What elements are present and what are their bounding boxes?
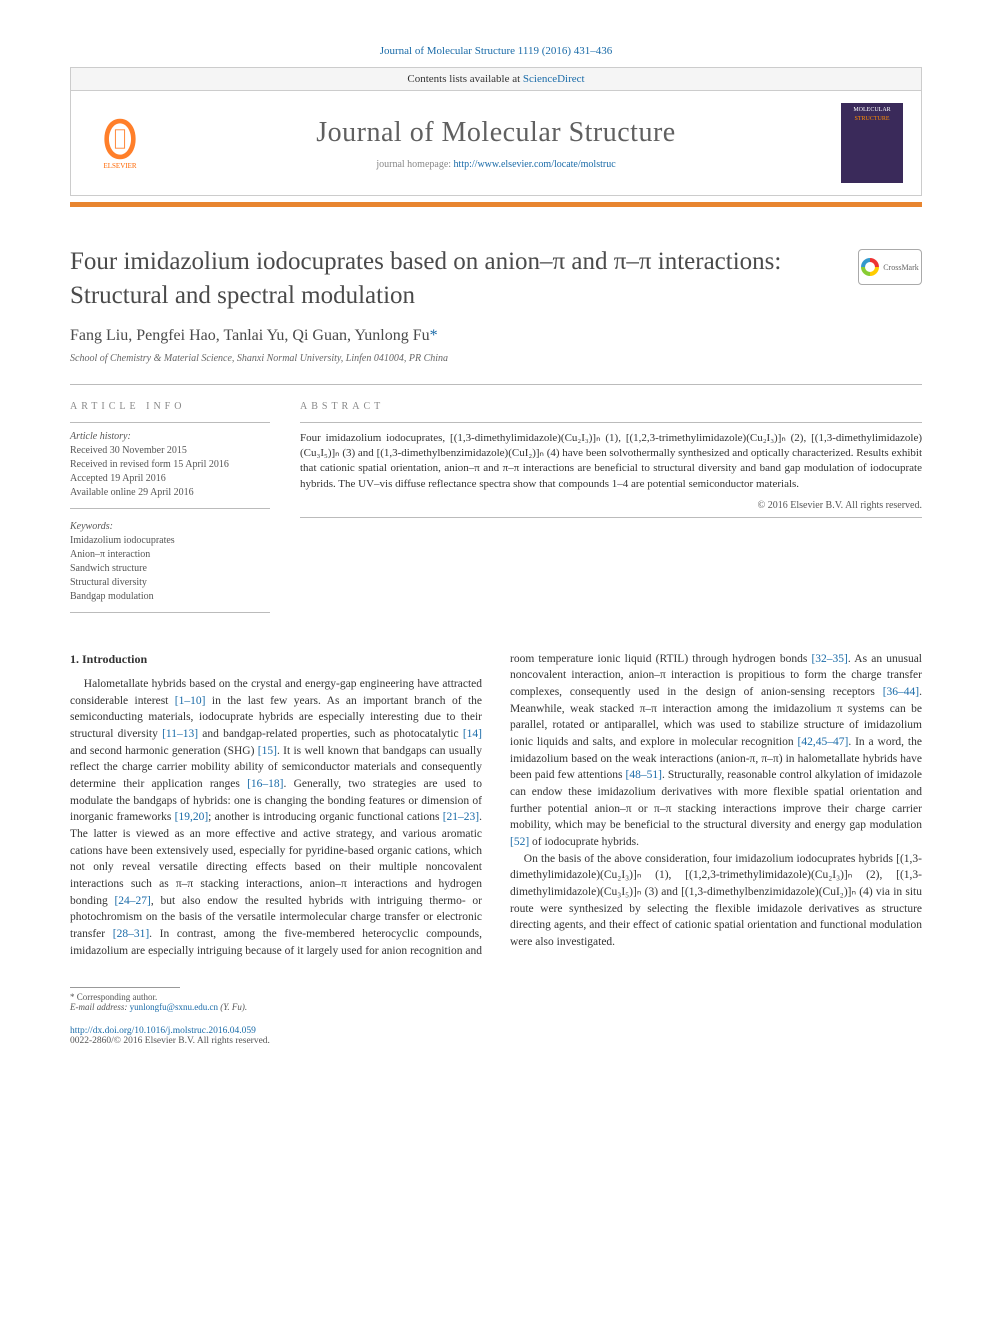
section-1-heading: 1. Introduction — [70, 651, 482, 668]
citation-line: Journal of Molecular Structure 1119 (201… — [70, 45, 922, 57]
ref-14[interactable]: [52] — [510, 836, 529, 848]
contents-label: Contents lists available at — [407, 73, 522, 85]
keyword-0: Imidazolium iodocuprates — [70, 534, 270, 548]
abstract-block: ABSTRACT Four imidazolium iodocuprates, … — [300, 401, 922, 621]
ref-6[interactable]: [19,20] — [175, 811, 209, 823]
abstract-text: Four imidazolium iodocuprates, [(1,3-dim… — [300, 431, 922, 493]
history-label: Article history: — [70, 431, 270, 442]
article-info-heading: ARTICLE INFO — [70, 401, 270, 412]
info-rule-2 — [70, 508, 270, 509]
divider-rule — [70, 384, 922, 385]
journal-homepage: journal homepage: http://www.elsevier.co… — [151, 159, 841, 170]
homepage-label: journal homepage: — [376, 159, 453, 170]
abstract-heading: ABSTRACT — [300, 401, 922, 412]
journal-header: Contents lists available at ScienceDirec… — [70, 67, 922, 196]
history-online: Available online 29 April 2016 — [70, 486, 270, 500]
email-tail: (Y. Fu). — [218, 1002, 247, 1012]
body-columns: 1. Introduction Halometallate hybrids ba… — [70, 651, 922, 960]
issn-copyright: 0022-2860/© 2016 Elsevier B.V. All right… — [70, 1036, 922, 1046]
cover-text-2: STRUCTURE — [854, 116, 889, 123]
journal-title: Journal of Molecular Structure — [151, 117, 841, 149]
email-label: E-mail address: — [70, 1002, 130, 1012]
keyword-2: Sandwich structure — [70, 562, 270, 576]
ref-4[interactable]: [15] — [258, 745, 277, 757]
article-info-block: ARTICLE INFO Article history: Received 3… — [70, 401, 270, 621]
elsevier-label: ELSEVIER — [103, 162, 136, 170]
info-rule-3 — [70, 612, 270, 613]
ref-11[interactable]: [36–44] — [883, 686, 919, 698]
email-line: E-mail address: yunlongfu@sxnu.edu.cn (Y… — [70, 1002, 922, 1012]
crossmark-label: CrossMark — [883, 263, 919, 272]
ref-3[interactable]: [14] — [463, 728, 482, 740]
ref-5[interactable]: [16–18] — [247, 778, 283, 790]
keyword-4: Bandgap modulation — [70, 590, 270, 604]
affiliation: School of Chemistry & Material Science, … — [70, 353, 922, 364]
homepage-link[interactable]: http://www.elsevier.com/locate/molstruc — [454, 159, 616, 170]
crossmark-badge[interactable]: CrossMark — [858, 249, 922, 285]
ref-10[interactable]: [32–35] — [811, 653, 847, 665]
keyword-3: Structural diversity — [70, 576, 270, 590]
info-rule-1 — [70, 422, 270, 423]
history-accepted: Accepted 19 April 2016 — [70, 472, 270, 486]
footer-block: * Corresponding author. E-mail address: … — [70, 987, 922, 1046]
author-list: Fang Liu, Pengfei Hao, Tanlai Yu, Qi Gua… — [70, 327, 922, 345]
email-link[interactable]: yunlongfu@sxnu.edu.cn — [130, 1002, 218, 1012]
authors-names: Fang Liu, Pengfei Hao, Tanlai Yu, Qi Gua… — [70, 327, 430, 344]
history-revised: Received in revised form 15 April 2016 — [70, 458, 270, 472]
ref-2[interactable]: [11–13] — [162, 728, 198, 740]
body-para-2: On the basis of the above consideration,… — [510, 851, 922, 951]
ref-9[interactable]: [28–31] — [113, 928, 149, 940]
keyword-1: Anion–π interaction — [70, 548, 270, 562]
keywords-label: Keywords: — [70, 521, 270, 532]
cover-text-1: MOLECULAR — [853, 107, 890, 114]
ref-1[interactable]: [1–10] — [175, 695, 206, 707]
corresponding-author-note: * Corresponding author. — [70, 992, 922, 1002]
corresponding-mark: * — [430, 327, 438, 344]
sciencedirect-link[interactable]: ScienceDirect — [523, 73, 585, 85]
doi-link[interactable]: http://dx.doi.org/10.1016/j.molstruc.201… — [70, 1026, 256, 1036]
ref-12[interactable]: [42,45–47] — [798, 736, 849, 748]
history-received: Received 30 November 2015 — [70, 444, 270, 458]
crossmark-icon — [861, 258, 879, 276]
abstract-copyright: © 2016 Elsevier B.V. All rights reserved… — [300, 500, 922, 511]
article-title: Four imidazolium iodocuprates based on a… — [70, 245, 922, 313]
ref-13[interactable]: [48–51] — [626, 769, 662, 781]
elsevier-logo: ELSEVIER — [89, 108, 151, 178]
orange-rule — [70, 202, 922, 207]
ref-7[interactable]: [21–23] — [443, 811, 479, 823]
abstract-rule-2 — [300, 517, 922, 518]
ref-8[interactable]: [24–27] — [114, 895, 150, 907]
contents-available: Contents lists available at ScienceDirec… — [71, 68, 921, 91]
abstract-rule-1 — [300, 422, 922, 423]
footnote-rule — [70, 987, 180, 988]
journal-cover-thumb: MOLECULAR STRUCTURE — [841, 103, 903, 183]
